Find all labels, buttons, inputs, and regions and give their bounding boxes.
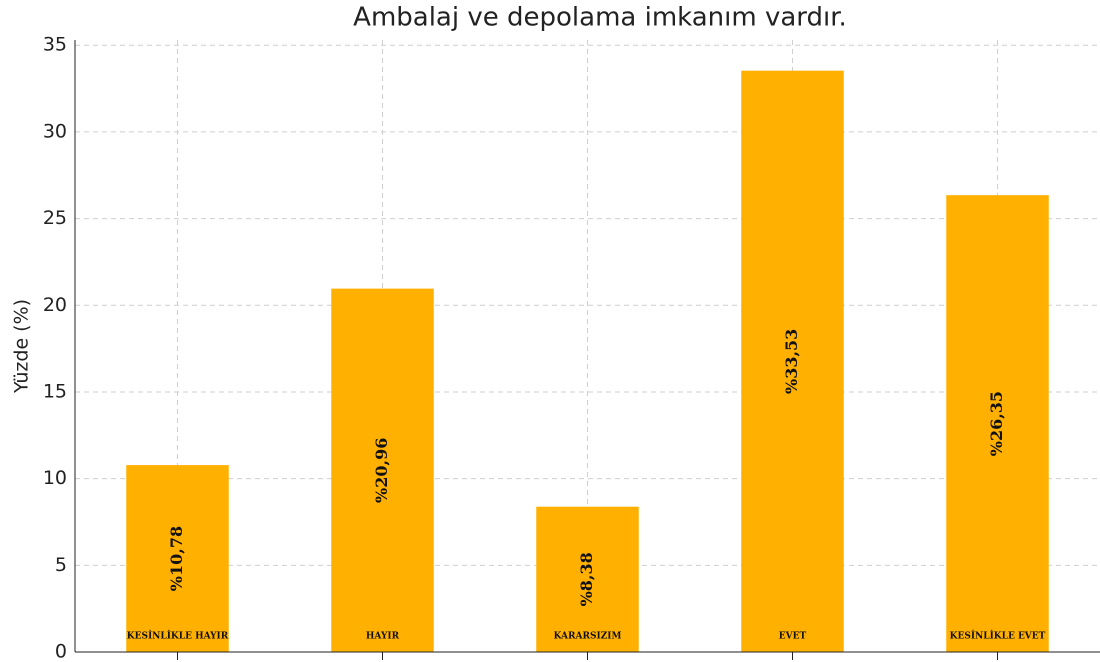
y-tick-label: 20 xyxy=(43,294,67,316)
bar xyxy=(331,288,434,652)
category-label: HAYIR xyxy=(366,632,400,642)
bar xyxy=(536,506,639,652)
category-label: KARARSIZIM xyxy=(554,632,622,642)
y-tick-label: 10 xyxy=(43,467,67,489)
category-label: KESİNLİKLE EVET xyxy=(950,629,1046,642)
value-label: %8,38 xyxy=(577,552,596,606)
value-label: %20,96 xyxy=(372,438,391,503)
value-label: %26,35 xyxy=(987,391,1006,456)
value-label: %10,78 xyxy=(167,526,186,591)
y-tick-label: 0 xyxy=(55,641,67,662)
y-tick-label: 5 xyxy=(55,554,67,576)
chart-title: Ambalaj ve depolama imkanım vardır. xyxy=(353,3,847,33)
y-tick-label: 35 xyxy=(43,34,67,56)
y-tick-label: 25 xyxy=(43,207,67,229)
bar xyxy=(126,465,229,652)
y-axis-label: Yüzde (%) xyxy=(11,299,33,394)
category-label: KESİNLİKLE HAYIR xyxy=(127,629,229,642)
bar xyxy=(741,70,844,652)
y-tick-label: 30 xyxy=(43,120,67,142)
bar xyxy=(946,195,1049,652)
y-tick-label: 15 xyxy=(43,380,67,402)
category-label: EVET xyxy=(779,632,807,642)
value-label: %33,53 xyxy=(782,329,801,394)
